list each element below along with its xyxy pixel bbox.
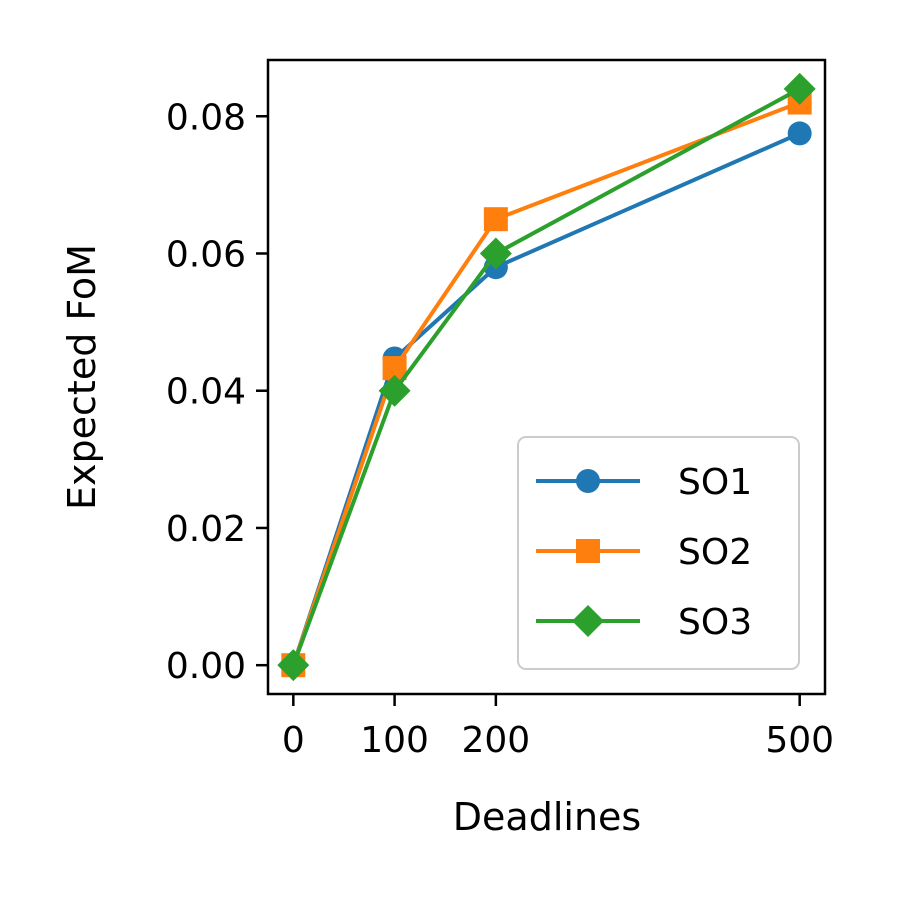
legend-marker	[576, 469, 600, 493]
x-tick-label: 0	[282, 720, 305, 761]
series-so3	[277, 72, 816, 682]
legend-entry-so1: SO1	[536, 462, 752, 503]
legend-entry-so2: SO2	[536, 532, 752, 573]
x-tick-label: 500	[765, 720, 834, 761]
plot-frame	[266, 58, 827, 696]
data-point	[277, 649, 310, 682]
x-axis-label: Deadlines	[453, 795, 641, 839]
y-axis-label: Expected FoM	[60, 244, 104, 510]
legend-marker	[576, 539, 600, 563]
x-tick-label: 100	[360, 720, 429, 761]
y-axis: 0.00 0.02 0.04 0.06 0.08	[166, 97, 268, 687]
legend-marker	[572, 605, 604, 637]
y-tick-label: 0.02	[166, 509, 246, 550]
data-point	[479, 237, 512, 270]
x-tick-label: 200	[462, 720, 531, 761]
legend-items: SO1 SO2 SO3	[536, 462, 752, 643]
data-point	[483, 207, 508, 232]
legend-label: SO2	[678, 532, 752, 573]
y-tick-label: 0.06	[166, 234, 246, 275]
series-layer	[277, 72, 816, 682]
y-tick-label: 0.04	[166, 372, 246, 413]
data-point	[787, 121, 812, 146]
series-line	[291, 100, 801, 666]
series-line	[291, 87, 801, 666]
data-point	[783, 72, 816, 105]
data-point	[378, 374, 411, 407]
legend-label: SO3	[678, 602, 752, 643]
y-tick-label: 0.00	[166, 646, 246, 687]
x-axis: 0 100 200 500	[282, 694, 834, 761]
legend-entry-so3: SO3	[536, 602, 752, 643]
y-tick-label: 0.08	[166, 97, 246, 138]
legend: SO1 SO2 SO3	[517, 436, 800, 670]
legend-label: SO1	[678, 462, 752, 503]
